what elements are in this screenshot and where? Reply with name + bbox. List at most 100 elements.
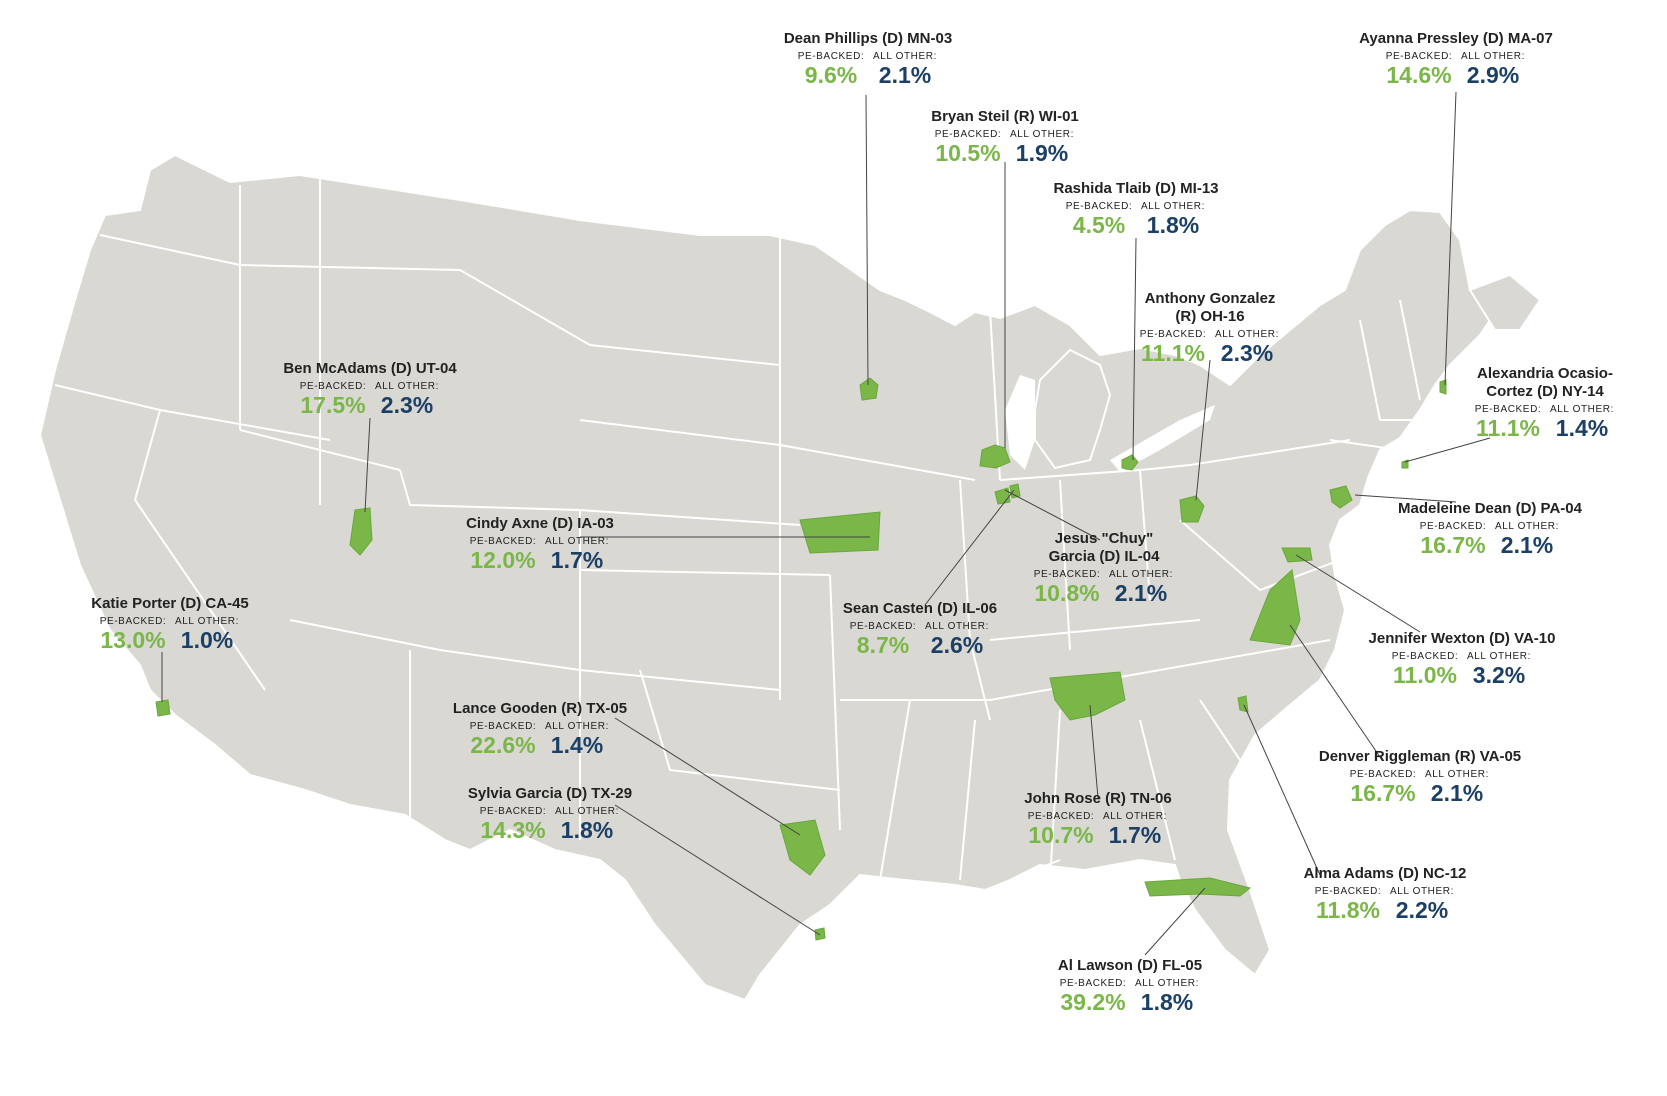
- all-other-label: ALL OTHER:: [1495, 521, 1559, 532]
- district-mi-13: [1121, 454, 1139, 471]
- all-other-value: 1.8%: [1140, 989, 1194, 1015]
- pe-backed-label: PE-BACKED:: [1027, 811, 1095, 822]
- pe-backed-value: 11.1%: [1476, 415, 1540, 441]
- pe-backed-value: 4.5%: [1072, 212, 1126, 238]
- district-name: Sylvia Garcia (D) TX-29: [467, 785, 633, 802]
- pe-backed-value: 16.7%: [1420, 532, 1486, 558]
- district-name: Sean Casten (D) IL-06: [842, 600, 998, 617]
- pe-backed-value: 10.7%: [1028, 822, 1094, 848]
- all-other-value: 3.2%: [1472, 662, 1526, 688]
- state-borders: [54, 175, 1440, 881]
- pe-backed-label: PE-BACKED:: [469, 536, 537, 547]
- all-other-value: 2.6%: [930, 632, 984, 658]
- district-name: Denver Riggleman (R) VA-05: [1318, 748, 1522, 765]
- pe-backed-label: PE-BACKED:: [797, 51, 865, 62]
- district-name: Dean Phillips (D) MN-03: [783, 30, 953, 47]
- all-other-value: 2.3%: [1220, 340, 1274, 366]
- all-other-label: ALL OTHER:: [555, 806, 619, 817]
- pe-backed-value: 39.2%: [1060, 989, 1126, 1015]
- district-name: Lance Gooden (R) TX-05: [452, 700, 628, 717]
- all-other-value: 1.9%: [1015, 140, 1069, 166]
- callout-mi-13: Rashida Tlaib (D) MI-13 PE-BACKED: ALL OT…: [1053, 180, 1218, 239]
- all-other-value: 2.3%: [380, 392, 434, 418]
- district-name: Katie Porter (D) CA-45: [91, 595, 249, 612]
- district-tx-29: [814, 927, 826, 941]
- all-other-label: ALL OTHER:: [1461, 51, 1525, 62]
- all-other-value: 1.7%: [550, 547, 604, 573]
- pe-backed-value: 11.1%: [1141, 340, 1205, 366]
- pe-backed-label: PE-BACKED:: [849, 621, 917, 632]
- all-other-value: 1.8%: [1146, 212, 1200, 238]
- leader-lines: [161, 91, 1491, 956]
- all-other-value: 2.1%: [1500, 532, 1554, 558]
- pe-backed-label: PE-BACKED:: [99, 616, 167, 627]
- district-oh-16: [1179, 495, 1205, 523]
- all-other-label: ALL OTHER:: [1466, 651, 1531, 662]
- all-other-label: ALL OTHER:: [545, 721, 609, 732]
- all-other-label: ALL OTHER:: [1010, 129, 1074, 140]
- all-other-label: ALL OTHER:: [1215, 329, 1279, 340]
- callout-tx-29: Sylvia Garcia (D) TX-29 PE-BACKED: ALL OT…: [468, 785, 632, 844]
- all-other-value: 1.8%: [560, 817, 614, 843]
- district-name: Alma Adams (D) NC-12: [1303, 865, 1467, 882]
- pe-backed-value: 8.7%: [856, 632, 910, 658]
- pe-backed-value: 14.6%: [1386, 62, 1452, 88]
- all-other-label: ALL OTHER:: [375, 381, 439, 392]
- pe-backed-value: 14.3%: [480, 817, 546, 843]
- pe-backed-label: PE-BACKED:: [299, 381, 367, 392]
- all-other-label: ALL OTHER:: [1390, 886, 1454, 897]
- district-name: John Rose (R) TN-06: [1024, 790, 1172, 807]
- district-pa-04: [1329, 485, 1353, 509]
- district-va-10: [1281, 547, 1313, 563]
- all-other-value: 2.2%: [1395, 897, 1449, 923]
- pe-backed-value: 11.8%: [1316, 897, 1380, 923]
- maine-land: [1468, 273, 1542, 331]
- highlighted-districts: [155, 377, 1447, 941]
- district-il-06: [1009, 483, 1021, 499]
- all-other-label: ALL OTHER:: [175, 616, 239, 627]
- pe-backed-value: 10.8%: [1034, 580, 1100, 606]
- all-other-label: ALL OTHER:: [545, 536, 609, 547]
- district-name: Ben McAdams (D) UT-04: [283, 360, 457, 377]
- pe-backed-label: PE-BACKED:: [1349, 769, 1417, 780]
- callout-il-06: Sean Casten (D) IL-06 PE-BACKED: ALL OTHE…: [843, 600, 997, 659]
- pe-backed-label: PE-BACKED:: [1419, 521, 1487, 532]
- pe-backed-label: PE-BACKED:: [469, 721, 537, 732]
- district-name: Bryan Steil (R) WI-01: [931, 108, 1079, 125]
- district-name: Anthony Gonzalez (R) OH-16: [1144, 290, 1276, 325]
- district-ma-07: [1439, 379, 1447, 395]
- pe-backed-label: PE-BACKED:: [934, 129, 1002, 140]
- all-other-value: 1.7%: [1108, 822, 1162, 848]
- callout-va-10: Jennifer Wexton (D) VA-10 PE-BACKED: ALL …: [1369, 630, 1556, 689]
- all-other-value: 2.1%: [1430, 780, 1484, 806]
- pe-backed-value: 17.5%: [300, 392, 366, 418]
- pe-backed-label: PE-BACKED:: [1385, 51, 1453, 62]
- callout-wi-01: Bryan Steil (R) WI-01 PE-BACKED: ALL OTHE…: [931, 108, 1079, 167]
- district-fl-05: [1144, 877, 1252, 897]
- district-name: Madeleine Dean (D) PA-04: [1398, 500, 1582, 517]
- district-name: Jennifer Wexton (D) VA-10: [1368, 630, 1556, 647]
- pe-backed-value: 16.7%: [1350, 780, 1416, 806]
- callout-ny-14: Alexandria Ocasio-Cortez (D) NY-14 PE-BA…: [1471, 365, 1619, 442]
- all-other-value: 1.0%: [180, 627, 234, 653]
- district-tn-06: [1049, 671, 1126, 721]
- all-other-label: ALL OTHER:: [872, 51, 937, 62]
- us-land: [38, 153, 1502, 1002]
- callout-ca-45: Katie Porter (D) CA-45 PE-BACKED: ALL OTH…: [91, 595, 249, 654]
- district-name: Cindy Axne (D) IA-03: [466, 515, 614, 532]
- district-name: Ayanna Pressley (D) MA-07: [1359, 30, 1553, 47]
- pe-backed-value: 10.5%: [935, 140, 1001, 166]
- lake-erie: [1110, 405, 1215, 472]
- district-name: Rashida Tlaib (D) MI-13: [1053, 180, 1219, 197]
- district-name: Alexandria Ocasio-Cortez (D) NY-14: [1477, 365, 1613, 400]
- callout-il-04: Jesus "Chuy" Garcia (D) IL-04 PE-BACKED:…: [1030, 530, 1178, 607]
- all-other-label: ALL OTHER:: [1550, 404, 1614, 415]
- callout-nc-12: Alma Adams (D) NC-12 PE-BACKED: ALL OTHER…: [1304, 865, 1467, 924]
- district-name: Al Lawson (D) FL-05: [1057, 957, 1203, 974]
- pe-backed-value: 9.6%: [804, 62, 858, 88]
- callout-ut-04: Ben McAdams (D) UT-04 PE-BACKED: ALL OTHE…: [283, 360, 456, 419]
- all-other-label: ALL OTHER:: [1424, 769, 1489, 780]
- all-other-value: 1.4%: [1555, 415, 1609, 441]
- callout-tn-06: John Rose (R) TN-06 PE-BACKED: ALL OTHER:…: [1024, 790, 1172, 849]
